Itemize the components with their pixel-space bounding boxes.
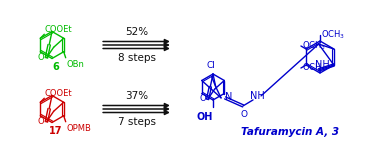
Text: OCH$_3$: OCH$_3$ <box>302 62 326 74</box>
Text: OCH$_3$: OCH$_3$ <box>321 29 345 41</box>
Text: Cl: Cl <box>206 61 215 70</box>
Text: O: O <box>38 117 44 126</box>
Text: NH: NH <box>315 60 330 70</box>
Text: 6: 6 <box>52 62 59 72</box>
Text: N: N <box>225 92 233 102</box>
Text: O: O <box>38 53 44 62</box>
Text: 37%: 37% <box>125 91 148 101</box>
Text: 52%: 52% <box>125 27 148 37</box>
Text: O: O <box>200 94 207 103</box>
Text: Tafuramycin A, 3: Tafuramycin A, 3 <box>241 127 339 137</box>
Text: NH: NH <box>250 91 264 101</box>
Text: COOEt: COOEt <box>45 25 72 34</box>
Text: OPMB: OPMB <box>67 124 92 133</box>
Text: OBn: OBn <box>67 60 84 69</box>
Text: COOEt: COOEt <box>45 89 72 98</box>
Text: O: O <box>241 110 248 119</box>
Text: OH: OH <box>197 112 213 122</box>
Text: 17: 17 <box>49 126 63 136</box>
Text: 8 steps: 8 steps <box>118 53 155 63</box>
Text: OCH$_3$: OCH$_3$ <box>302 40 326 52</box>
Text: 7 steps: 7 steps <box>118 117 155 127</box>
